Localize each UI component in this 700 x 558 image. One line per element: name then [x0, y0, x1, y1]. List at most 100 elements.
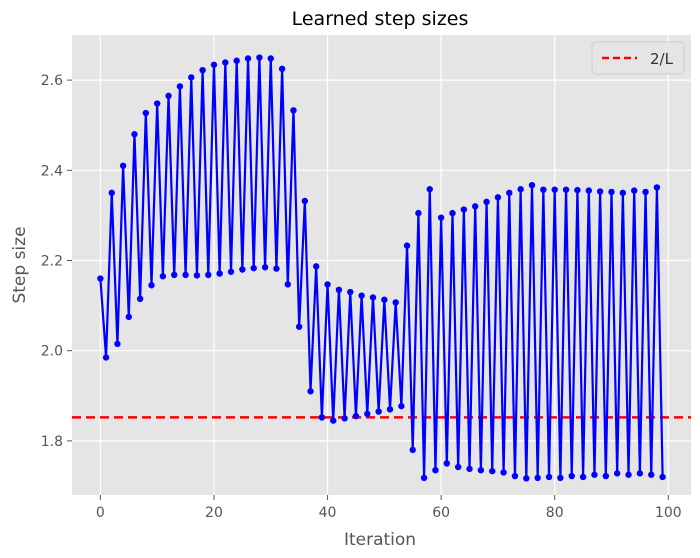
step-size-point: [210, 61, 218, 68]
step-size-point: [477, 466, 485, 474]
step-size-point: [659, 473, 666, 481]
step-size-point: [176, 83, 184, 90]
step-size-point: [114, 340, 121, 348]
x-axis-label: Iteration: [344, 530, 416, 550]
step-size-point: [648, 471, 655, 478]
y-axis-label: Step size: [10, 226, 30, 303]
step-size-point: [568, 472, 575, 480]
step-size-point: [460, 206, 468, 213]
step-size-point: [415, 209, 422, 217]
step-size-point: [108, 189, 115, 197]
step-size-point: [534, 474, 541, 482]
x-tick-label: 100: [655, 505, 682, 521]
step-size-point: [324, 281, 331, 288]
step-size-point: [631, 187, 638, 194]
step-size-point: [375, 408, 382, 415]
step-size-point: [545, 473, 553, 481]
step-size-point: [449, 209, 456, 217]
x-tick-label: 20: [205, 505, 223, 521]
step-size-point: [131, 131, 138, 138]
step-size-point: [244, 55, 252, 62]
y-tick-label: 1.8: [41, 434, 63, 450]
y-tick-label: 2.0: [41, 344, 63, 360]
y-tick-label: 2.4: [41, 163, 63, 179]
step-size-point: [205, 271, 212, 279]
step-size-point: [159, 273, 167, 280]
step-size-point: [494, 194, 502, 201]
step-size-point: [506, 189, 513, 197]
step-size-point: [403, 242, 411, 249]
step-size-point: [642, 188, 649, 196]
step-size-point: [392, 299, 399, 306]
step-size-point: [250, 264, 257, 272]
step-size-point: [426, 186, 433, 193]
series-layer: [97, 54, 666, 482]
step-size-point: [318, 414, 326, 421]
y-tick-label: 2.6: [41, 73, 63, 89]
step-size-point: [295, 323, 303, 330]
step-size-point: [551, 186, 558, 193]
step-size-point: [330, 417, 337, 424]
step-size-point: [517, 186, 524, 193]
step-size-point: [125, 313, 132, 321]
step-size-point: [273, 265, 280, 272]
step-size-point: [142, 109, 150, 117]
step-size-point: [579, 473, 587, 481]
step-size-point: [188, 74, 195, 81]
step-size-point: [358, 292, 365, 299]
step-size-point: [420, 474, 428, 482]
step-size-point: [222, 59, 229, 66]
step-size-point: [489, 467, 496, 475]
step-size-point: [613, 470, 621, 477]
step-size-point: [352, 412, 360, 420]
x-tick-label: 80: [546, 505, 564, 521]
step-size-point: [165, 92, 172, 100]
step-size-point: [472, 203, 479, 210]
step-size-point: [301, 197, 309, 205]
step-size-point: [432, 466, 439, 474]
step-size-point: [256, 54, 263, 61]
step-size-point: [347, 288, 354, 296]
step-size-point: [562, 186, 570, 193]
x-tick-label: 0: [96, 505, 105, 521]
step-size-point: [386, 406, 394, 413]
step-size-point: [136, 295, 144, 303]
step-size-point: [602, 472, 610, 480]
step-size-point: [233, 57, 240, 64]
y-axis-ticks: 1.8 2.0 2.2 2.4 2.6: [41, 73, 72, 450]
step-size-point: [466, 465, 473, 473]
step-size-point: [290, 107, 297, 114]
step-size-point: [199, 66, 206, 74]
step-size-point: [557, 474, 564, 482]
step-size-point: [636, 470, 644, 477]
y-tick-label: 2.2: [41, 253, 63, 269]
step-size-point: [591, 471, 598, 478]
step-size-point: [523, 475, 530, 482]
step-size-point: [171, 271, 178, 279]
step-size-point: [625, 471, 632, 478]
step-size-point: [653, 184, 661, 191]
step-size-point: [437, 214, 445, 221]
step-size-point: [278, 65, 286, 73]
step-size-point: [585, 187, 592, 194]
step-size-point: [102, 354, 110, 361]
legend: 2/L: [591, 41, 685, 75]
step-size-point: [369, 294, 377, 301]
legend-box: [591, 41, 685, 75]
step-size-point: [216, 270, 223, 277]
step-size-point: [153, 100, 161, 107]
step-size-point: [511, 472, 519, 480]
step-size-point: [312, 263, 320, 270]
step-size-point: [227, 268, 235, 275]
step-size-point: [307, 388, 314, 395]
step-size-point: [261, 264, 269, 271]
step-size-point: [193, 272, 201, 279]
step-size-point: [119, 162, 127, 169]
step-size-point: [341, 415, 348, 422]
step-size-point: [608, 188, 615, 196]
step-size-point: [409, 446, 416, 454]
step-size-point: [267, 55, 274, 62]
step-size-line: [99, 56, 664, 480]
step-size-point: [398, 402, 405, 410]
